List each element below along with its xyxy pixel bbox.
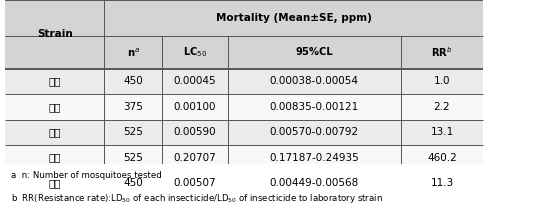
Bar xyxy=(5,119,483,145)
Text: 0.00570-0.00792: 0.00570-0.00792 xyxy=(270,127,359,137)
Text: 0.00100: 0.00100 xyxy=(173,102,216,112)
Text: 0.00507: 0.00507 xyxy=(173,178,216,188)
Text: 0.00449-0.00568: 0.00449-0.00568 xyxy=(270,178,359,188)
Text: Strain: Strain xyxy=(37,29,73,39)
Text: 실내: 실내 xyxy=(49,76,61,87)
Bar xyxy=(5,94,483,119)
Text: 450: 450 xyxy=(124,76,143,87)
Text: RR$^b$: RR$^b$ xyxy=(431,46,453,59)
Text: 0.00038-0.00054: 0.00038-0.00054 xyxy=(270,76,359,87)
Bar xyxy=(5,69,483,94)
Text: 0.00590: 0.00590 xyxy=(173,127,216,137)
Text: LC$_{50}$: LC$_{50}$ xyxy=(183,46,207,59)
Text: 375: 375 xyxy=(123,102,143,112)
Text: 여주: 여주 xyxy=(49,153,61,163)
Text: 0.17187-0.24935: 0.17187-0.24935 xyxy=(270,153,359,163)
Text: 1.0: 1.0 xyxy=(434,76,450,87)
Bar xyxy=(5,36,483,69)
Text: 0.20707: 0.20707 xyxy=(173,153,216,163)
Text: 김제: 김제 xyxy=(49,127,61,137)
Text: 95%CL: 95%CL xyxy=(295,47,333,57)
Bar xyxy=(5,145,483,170)
Text: 0.00835-0.00121: 0.00835-0.00121 xyxy=(270,102,359,112)
Text: 450: 450 xyxy=(124,178,143,188)
Text: 11.3: 11.3 xyxy=(430,178,453,188)
Text: 13.1: 13.1 xyxy=(430,127,453,137)
Text: 공주: 공주 xyxy=(49,102,61,112)
Text: 0.00045: 0.00045 xyxy=(173,76,216,87)
Text: 청주: 청주 xyxy=(49,178,61,188)
Text: Mortality (Mean±SE, ppm): Mortality (Mean±SE, ppm) xyxy=(216,13,372,23)
Text: n$^a$: n$^a$ xyxy=(127,46,139,59)
Text: a  n: Number of mosquitoes tested: a n: Number of mosquitoes tested xyxy=(11,171,161,180)
Text: 2.2: 2.2 xyxy=(434,102,450,112)
Bar xyxy=(5,170,483,196)
Text: b  RR(Resistance rate):LD$_{50}$ of each insecticide/LD$_{50}$ of insecticide to: b RR(Resistance rate):LD$_{50}$ of each … xyxy=(11,192,383,205)
Bar xyxy=(5,0,483,36)
Text: 525: 525 xyxy=(123,153,143,163)
Text: 525: 525 xyxy=(123,127,143,137)
Text: 460.2: 460.2 xyxy=(427,153,457,163)
